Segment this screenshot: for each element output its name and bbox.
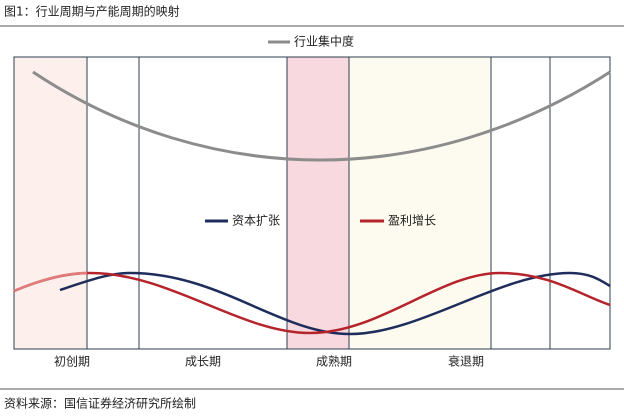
phase-label: 初创期 bbox=[54, 355, 90, 369]
capital-curve bbox=[59, 271, 611, 336]
shade-mature bbox=[287, 57, 349, 349]
profit-curve bbox=[13, 271, 611, 335]
frames bbox=[13, 56, 611, 350]
phase-label: 成长期 bbox=[185, 355, 221, 369]
title: 图1：行业周期与产能周期的映射 bbox=[4, 4, 180, 19]
concentration-curve bbox=[32, 70, 611, 162]
legend-label: 行业集中度 bbox=[294, 34, 354, 49]
legend-label: 盈利增长 bbox=[388, 214, 436, 228]
source: 资料来源：国信证券经济研究所绘制 bbox=[4, 396, 196, 411]
legend-label: 资本扩张 bbox=[232, 214, 280, 228]
shade-startup bbox=[14, 57, 87, 349]
profit-curve-early bbox=[13, 271, 88, 293]
shade-decline bbox=[349, 57, 491, 349]
phase-label: 成熟期 bbox=[316, 354, 352, 369]
phase-label: 衰退期 bbox=[448, 354, 484, 369]
